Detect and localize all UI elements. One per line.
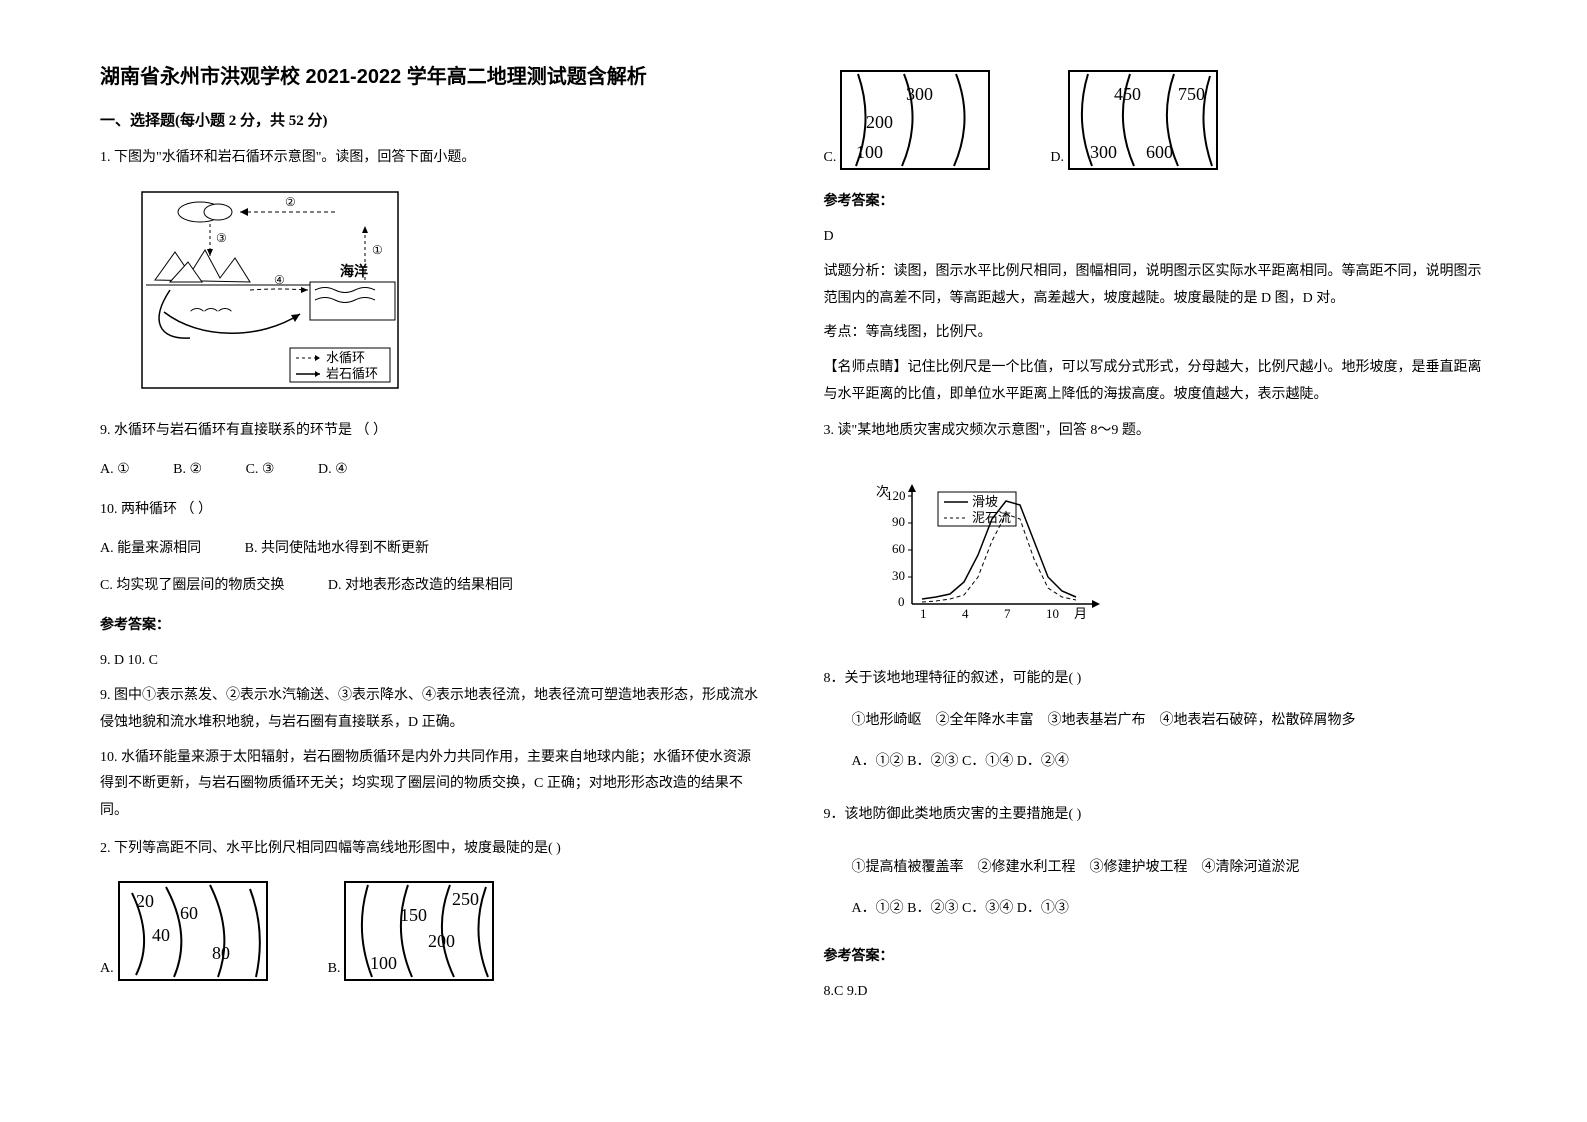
- legend-rock: 岩石循环: [326, 366, 378, 381]
- svg-text:7: 7: [1004, 606, 1011, 621]
- svg-text:120: 120: [886, 488, 906, 503]
- v3: 60: [180, 903, 198, 923]
- map-a: A. 20 40 60 80: [100, 881, 268, 981]
- v4: 250: [452, 889, 479, 909]
- q2-maps-ab: A. 20 40 60 80 B. 100 150: [100, 881, 764, 981]
- v1: 100: [856, 142, 883, 162]
- v2: 450: [1114, 84, 1141, 104]
- q3-sub8: 8．关于该地地理特征的叙述，可能的是( ): [824, 666, 1488, 691]
- page-title: 湖南省永州市洪观学校 2021-2022 学年高二地理测试题含解析: [100, 60, 764, 89]
- label-2: ②: [285, 195, 296, 209]
- v2: 150: [400, 905, 427, 925]
- q1-sub9: 9. 水循环与岩石循环有直接联系的环节是 （ ）: [100, 418, 764, 443]
- svg-text:1: 1: [920, 606, 927, 621]
- q1-exp10: 10. 水循环能量来源于太阳辐射，岩石圈物质循环是内外力共同作用，主要来自地球内…: [100, 745, 764, 825]
- v1: 100: [370, 953, 397, 973]
- svg-text:90: 90: [892, 514, 905, 529]
- q3-answer-header: 参考答案：: [824, 945, 1488, 965]
- opt-d: D. 对地表形态改造的结果相同: [328, 573, 513, 598]
- v2: 40: [152, 925, 170, 945]
- q3-sub9-choices: ①提高植被覆盖率 ②修建水利工程 ③修建护坡工程 ④清除河道淤泥: [852, 855, 1488, 880]
- q1-sub10: 10. 两种循环 （ ）: [100, 497, 764, 522]
- svg-text:10: 10: [1046, 606, 1059, 621]
- q2-exp1: 试题分析：读图，图示水平比例尺相同，图幅相同，说明图示区实际水平距离相同。等高距…: [824, 259, 1488, 312]
- opt-c: C. ③: [246, 457, 275, 482]
- map-c: C. 100 200 300: [824, 70, 991, 170]
- legend-water: 水循环: [326, 350, 365, 365]
- v3: 300: [906, 84, 933, 104]
- q3-sub9-opts: A．①② B．②③ C．③④ D．①③: [852, 896, 1488, 921]
- map-d-label: D.: [1050, 150, 1064, 166]
- q3-sub8-choices: ①地形崎岖 ②全年降水丰富 ③地表基岩广布 ④地表岩石破碎，松散碎屑物多: [852, 708, 1488, 733]
- q1-sub10-options-cd: C. 均实现了圈层间的物质交换 D. 对地表形态改造的结果相同: [100, 573, 764, 598]
- q1-stem: 1. 下图为"水循环和岩石循环示意图"。读图，回答下面小题。: [100, 145, 764, 170]
- label-3: ③: [216, 231, 227, 245]
- xlabel: 月: [1074, 606, 1087, 621]
- q3-stem: 3. 读"某地地质灾害成灾频次示意图"，回答 8～9 题。: [824, 418, 1488, 443]
- q2-stem: 2. 下列等高距不同、水平比例尺相同四幅等高线地形图中，坡度最陡的是( ): [100, 836, 764, 861]
- svg-text:4: 4: [962, 606, 969, 621]
- q3-sub8-opts: A．①② B．②③ C．①④ D．②④: [852, 749, 1488, 774]
- section-header: 一、选择题(每小题 2 分，共 52 分): [100, 109, 764, 130]
- v3: 200: [428, 931, 455, 951]
- svg-text:30: 30: [892, 568, 905, 583]
- q3-chart: 次 120 90 60 30 0 1 4 7 10 月 滑坡 泥石流: [864, 478, 1488, 633]
- map-a-label: A.: [100, 961, 114, 977]
- answer-header: 参考答案：: [100, 614, 764, 634]
- q3-ans: 8.C 9.D: [824, 979, 1488, 1004]
- q1-sub9-options: A. ① B. ② C. ③ D. ④: [100, 457, 764, 482]
- svg-text:60: 60: [892, 541, 905, 556]
- q1-answers: 9. D 10. C: [100, 648, 764, 673]
- svg-text:0: 0: [898, 594, 905, 609]
- map-d: D. 300 450 600 750: [1050, 70, 1218, 170]
- opt-d: D. ④: [318, 457, 348, 482]
- map-b: B. 100 150 200 250: [328, 881, 495, 981]
- legend-mudflow: 泥石流: [972, 510, 1011, 525]
- v4: 80: [212, 943, 230, 963]
- map-c-label: C.: [824, 150, 837, 166]
- opt-a: A. 能量来源相同: [100, 536, 201, 561]
- q2-ans: D: [824, 224, 1488, 249]
- q1-exp9: 9. 图中①表示蒸发、②表示水汽输送、③表示降水、④表示地表径流，地表径流可塑造…: [100, 683, 764, 736]
- opt-b: B. ②: [173, 457, 202, 482]
- svg-text:⌒⌒⌒: ⌒⌒⌒: [190, 308, 232, 324]
- v3: 600: [1146, 142, 1173, 162]
- v2: 200: [866, 112, 893, 132]
- v1: 300: [1090, 142, 1117, 162]
- ocean-label: 海洋: [340, 263, 368, 280]
- legend-landslide: 滑坡: [972, 494, 998, 509]
- opt-c: C. 均实现了圈层间的物质交换: [100, 573, 284, 598]
- left-column: 湖南省永州市洪观学校 2021-2022 学年高二地理测试题含解析 一、选择题(…: [100, 60, 764, 1062]
- map-b-label: B.: [328, 961, 341, 977]
- v1: 20: [136, 891, 154, 911]
- v4: 750: [1178, 84, 1205, 104]
- opt-a: A. ①: [100, 457, 130, 482]
- q2-maps-cd: C. 100 200 300 D. 300 450 600: [824, 70, 1488, 170]
- right-column: C. 100 200 300 D. 300 450 600: [824, 60, 1488, 1062]
- q2-exp3: 【名师点睛】记住比例尺是一个比值，可以写成分式形式，分母越大，比例尺越小。地形坡…: [824, 355, 1488, 408]
- label-1: ①: [372, 243, 383, 257]
- q1-sub10-options-ab: A. 能量来源相同 B. 共同使陆地水得到不断更新: [100, 536, 764, 561]
- q3-sub9: 9．该地防御此类地质灾害的主要措施是( ): [824, 802, 1488, 827]
- q2-exp2: 考点：等高线图，比例尺。: [824, 320, 1488, 347]
- q1-diagram: ② ③ ④ 海洋 ① ⌒⌒⌒: [140, 190, 764, 395]
- q2-answer-header: 参考答案：: [824, 190, 1488, 210]
- opt-b: B. 共同使陆地水得到不断更新: [245, 536, 429, 561]
